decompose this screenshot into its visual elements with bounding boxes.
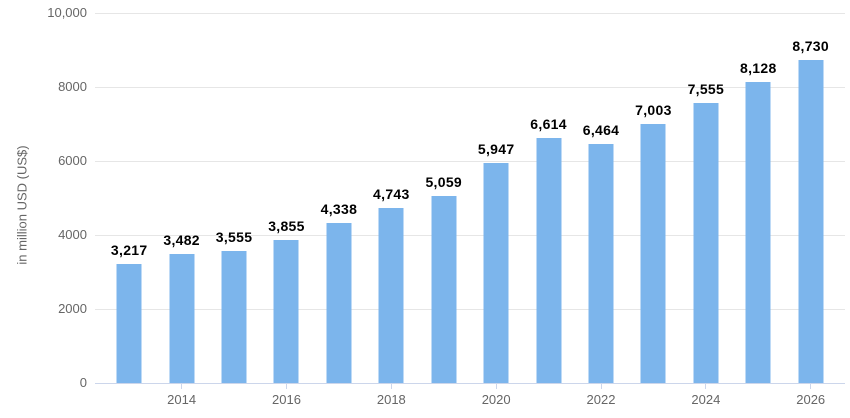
bar-2015[interactable] (221, 251, 247, 383)
y-tick-label: 10,000 (47, 5, 87, 20)
y-tick-label: 4000 (58, 227, 87, 242)
bar-value-label: 5,947 (477, 140, 515, 157)
x-tick-label: 2016 (272, 392, 301, 407)
bar-slot: 5,947 (470, 13, 522, 383)
x-tick-label: 2024 (691, 392, 721, 407)
x-slot (103, 384, 155, 407)
x-slot: 2026 (784, 384, 836, 407)
bar-2023[interactable] (640, 123, 666, 383)
x-slot (627, 384, 679, 407)
bar-slot: 7,003 (627, 13, 679, 383)
bar-value-label: 3,482 (163, 232, 200, 249)
bar-slot: 3,217 (103, 13, 155, 383)
x-slot (522, 384, 574, 407)
bar-value-label: 4,338 (320, 200, 358, 217)
bar-slot: 6,614 (522, 13, 574, 383)
x-tick-label: 2026 (796, 392, 826, 407)
bar-slot: 3,855 (260, 13, 312, 383)
plot-area: 3,217 3,482 3,555 3,855 4,338 4,743 5,059 5,947… (95, 13, 845, 384)
y-tick-label: 6000 (58, 153, 87, 168)
x-tick (705, 384, 707, 389)
x-slot (208, 384, 260, 407)
x-tick-label: 2022 (586, 392, 616, 407)
bar-2014[interactable] (169, 254, 195, 383)
bar-slot: 4,338 (313, 13, 365, 383)
bar-value-label: 6,464 (582, 121, 620, 138)
bar-value-label: 6,614 (530, 116, 567, 133)
x-tick (390, 384, 392, 389)
bar-2020[interactable] (483, 162, 509, 383)
bars-container: 3,217 3,482 3,555 3,855 4,338 4,743 5,059 5,947… (95, 13, 845, 383)
bar-slot: 8,128 (732, 13, 784, 383)
bar-2013[interactable] (116, 263, 142, 383)
x-slot: 2018 (365, 384, 417, 407)
bar-value-label: 8,128 (739, 60, 777, 77)
y-tick-label: 8000 (58, 79, 87, 94)
bar-2022[interactable] (588, 143, 614, 383)
x-slot: 2016 (260, 384, 312, 407)
bar-2021[interactable] (536, 138, 562, 383)
bar-2024[interactable] (693, 103, 719, 383)
y-tick-label: 2000 (58, 301, 87, 316)
x-tick (495, 384, 497, 389)
x-slot (732, 384, 784, 407)
x-tick (181, 384, 183, 389)
x-tick-label: 2018 (376, 392, 406, 407)
bar-slot: 7,555 (680, 13, 732, 383)
x-slot (313, 384, 365, 407)
bar-slot: 4,743 (365, 13, 417, 383)
x-tick-label: 2014 (167, 392, 197, 407)
bar-slot: 3,482 (155, 13, 207, 383)
bar-value-label: 8,730 (792, 38, 829, 54)
x-slot: 2014 (155, 384, 207, 407)
bar-2026[interactable] (798, 60, 824, 383)
bar-2017[interactable] (326, 222, 352, 383)
x-slot: 2022 (575, 384, 627, 407)
bar-2019[interactable] (431, 195, 457, 383)
y-tick-label: 0 (79, 375, 87, 390)
bar-2016[interactable] (273, 240, 299, 383)
x-tick (285, 384, 287, 389)
bar-slot: 6,464 (575, 13, 627, 383)
gridline (95, 13, 845, 14)
bar-slot: 5,059 (418, 13, 470, 383)
bar-value-label: 7,003 (635, 101, 672, 118)
bar-slot: 3,555 (208, 13, 260, 383)
bar-value-label: 3,217 (110, 241, 148, 258)
bar-2018[interactable] (378, 207, 404, 383)
x-slot: 2020 (470, 384, 522, 407)
gridline (95, 309, 845, 310)
bar-value-label: 4,743 (373, 185, 410, 202)
x-tick (600, 384, 602, 389)
x-tick-label: 2020 (481, 392, 511, 407)
bar-value-label: 3,555 (215, 229, 253, 246)
x-slot: 2024 (680, 384, 732, 407)
bar-2025[interactable] (745, 82, 771, 383)
y-axis-labels: 0 2000 4000 6000 8000 10,000 (0, 0, 87, 418)
x-slot (418, 384, 470, 407)
bar-value-label: 5,059 (425, 173, 463, 190)
gridline (95, 235, 845, 236)
gridline (95, 87, 845, 88)
x-tick (810, 384, 812, 389)
x-axis-labels: 2014 2016 2018 2020 2022 2024 2026 (95, 384, 845, 407)
x-axis-line (95, 383, 845, 384)
gridline (95, 161, 845, 162)
bar-slot: 8,730 (784, 13, 836, 383)
bar-value-label: 3,855 (268, 218, 305, 235)
bar-value-label: 7,555 (687, 81, 725, 98)
